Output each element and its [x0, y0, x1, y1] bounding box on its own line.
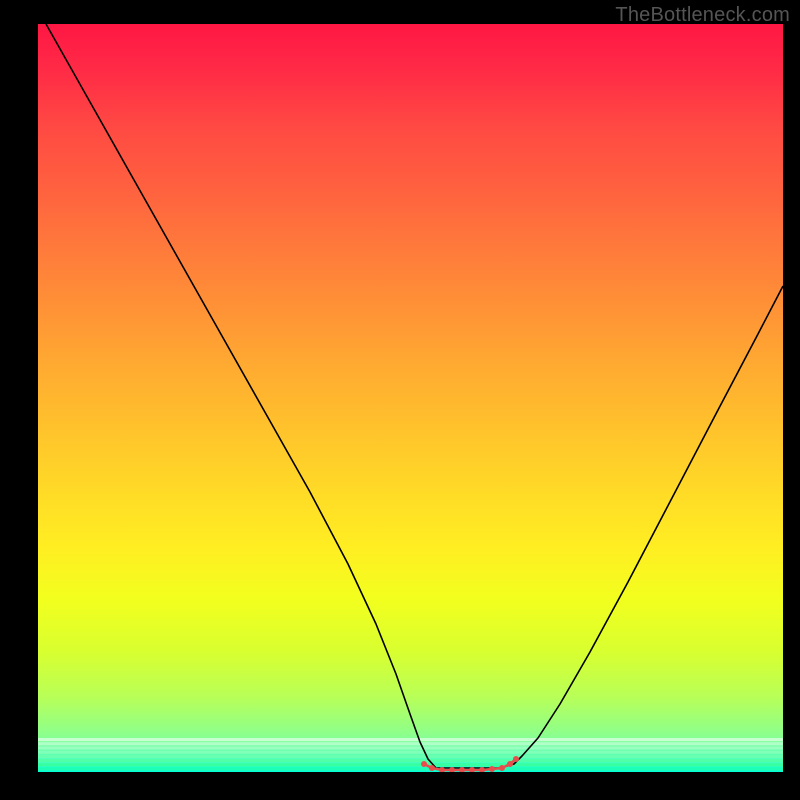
plot-area — [38, 24, 783, 772]
trough-dot — [507, 761, 513, 767]
chart-container: TheBottleneck.com — [0, 0, 800, 800]
trough-dot — [499, 765, 505, 771]
plot-background — [38, 24, 783, 772]
green-band — [38, 763, 783, 766]
green-band — [38, 738, 783, 741]
trough-dot — [513, 756, 519, 762]
trough-dot — [421, 761, 427, 767]
green-band — [38, 746, 783, 749]
green-band — [38, 751, 783, 754]
green-band — [38, 767, 783, 770]
green-band — [38, 742, 783, 745]
trough-dot — [489, 766, 495, 772]
watermark-text: TheBottleneck.com — [615, 4, 790, 27]
green-band — [38, 755, 783, 758]
green-band — [38, 759, 783, 762]
plot-svg — [38, 24, 783, 772]
trough-dot — [429, 765, 435, 771]
